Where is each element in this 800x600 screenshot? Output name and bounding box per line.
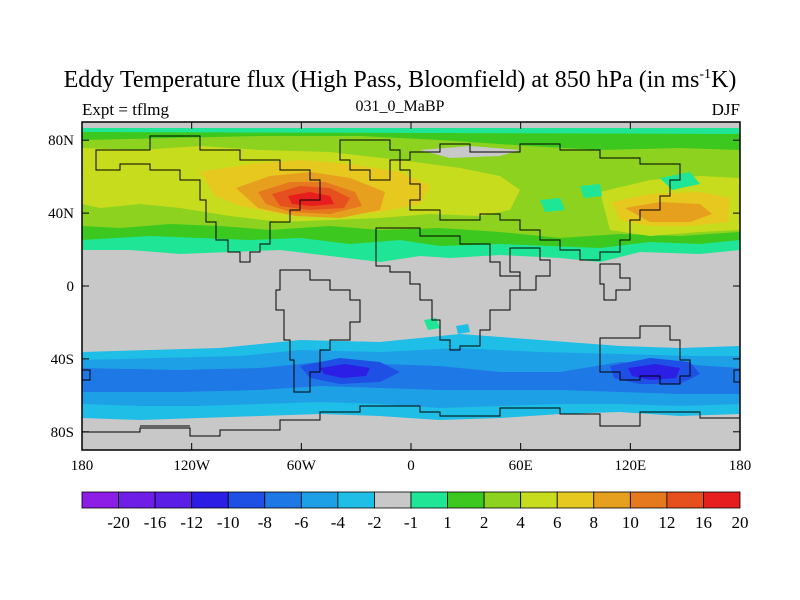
experiment-label: Expt = tflmg [82, 100, 170, 119]
colorbar-label: -2 [367, 513, 381, 532]
colorbar-label: -12 [180, 513, 203, 532]
colorbar-swatch [666, 491, 704, 509]
colorbar-swatch [191, 491, 229, 509]
chart-title: Eddy Temperature flux (High Pass, Bloomf… [0, 67, 800, 94]
coastline-arabia [509, 247, 551, 291]
coastline-greenland [339, 139, 401, 181]
coastline-north-america [95, 135, 321, 263]
coastline-south-america [275, 269, 361, 393]
sh-band-level-m4 [82, 362, 740, 394]
y-tick-label: 0 [67, 279, 75, 295]
coastline-africa [375, 227, 521, 351]
y-tick-label: 40S [51, 352, 74, 368]
y-tick-label: 80N [48, 133, 74, 149]
x-axis: 180 120W 60W 0 60E 120E 180 [71, 122, 752, 474]
colorbar-swatch [703, 491, 741, 509]
colorbar-swatch [227, 491, 266, 509]
x-tick-label: 0 [407, 458, 415, 474]
colorbar: -20 -16 -12 -10 -8 -6 -4 -2 -1 1 2 4 6 8 10 12 16 20 [81, 491, 749, 532]
colorbar-label: 2 [480, 513, 489, 532]
colorbar-label: 6 [553, 513, 562, 532]
colorbar-swatch [556, 491, 595, 509]
colorbar-swatch [118, 491, 156, 509]
colorbar-label: -10 [217, 513, 240, 532]
colorbar-label: -8 [258, 513, 272, 532]
colorbar-swatch [374, 491, 412, 509]
colorbar-label: 16 [695, 513, 712, 532]
x-tick-label: 180 [71, 458, 94, 474]
colorbar-swatch [81, 491, 119, 509]
colorbar-swatch [483, 491, 522, 509]
x-tick-label: 60E [509, 458, 533, 474]
map-area [82, 122, 740, 450]
colorbar-label: -20 [107, 513, 130, 532]
coastlines [82, 135, 740, 437]
y-tick-label: 80S [51, 425, 74, 441]
title-prefix: Eddy Temperature flux (High Pass, Bloomf… [63, 67, 700, 93]
coastline-eurasia [399, 143, 681, 261]
colorbar-label: -1 [404, 513, 418, 532]
colorbar-swatch [447, 491, 485, 509]
colorbar-label: -6 [294, 513, 308, 532]
y-axis: 80N 40N 0 40S 80S [48, 133, 740, 441]
arctic-patch [580, 184, 602, 198]
colorbar-label: 10 [622, 513, 639, 532]
arctic-patch [540, 198, 565, 212]
tropical-patch [456, 324, 470, 334]
run-label: 031_0_MaBP [355, 98, 445, 115]
colorbar-swatch [337, 491, 375, 509]
x-tick-label: 120W [173, 458, 211, 474]
x-tick-label: 60W [287, 458, 317, 474]
sh-band-level-m8b [320, 364, 370, 378]
colorbar-swatch [410, 491, 448, 509]
colorbar-label: -4 [331, 513, 346, 532]
colorbar-label: -16 [144, 513, 167, 532]
colorbar-swatch [520, 491, 558, 509]
y-tick-label: 40N [48, 206, 74, 222]
pacific-level-10 [625, 202, 712, 222]
title-superscript: -1 [699, 67, 712, 82]
tropical-patch [424, 318, 440, 330]
season-label: DJF [711, 100, 740, 119]
title-suffix: K) [711, 67, 737, 93]
coastline-india [599, 263, 631, 301]
x-tick-label: 120E [614, 458, 646, 474]
colorbar-swatch [300, 491, 339, 509]
colorbar-label: 20 [732, 513, 749, 532]
coastline-dateline-west [82, 369, 91, 381]
colorbar-label: 8 [590, 513, 599, 532]
colorbar-swatch [629, 491, 668, 509]
coastline-antarctica [82, 405, 740, 437]
coastline-dateline-east [733, 369, 740, 383]
colorbar-label: 12 [658, 513, 675, 532]
colorbar-swatch [593, 491, 631, 509]
colorbar-swatch [264, 491, 302, 509]
colorbar-label: 1 [443, 513, 452, 532]
coastline-australia [599, 325, 691, 385]
x-tick-label: 180 [729, 458, 752, 474]
colorbar-swatch [154, 491, 193, 509]
colorbar-label: 4 [516, 513, 525, 532]
